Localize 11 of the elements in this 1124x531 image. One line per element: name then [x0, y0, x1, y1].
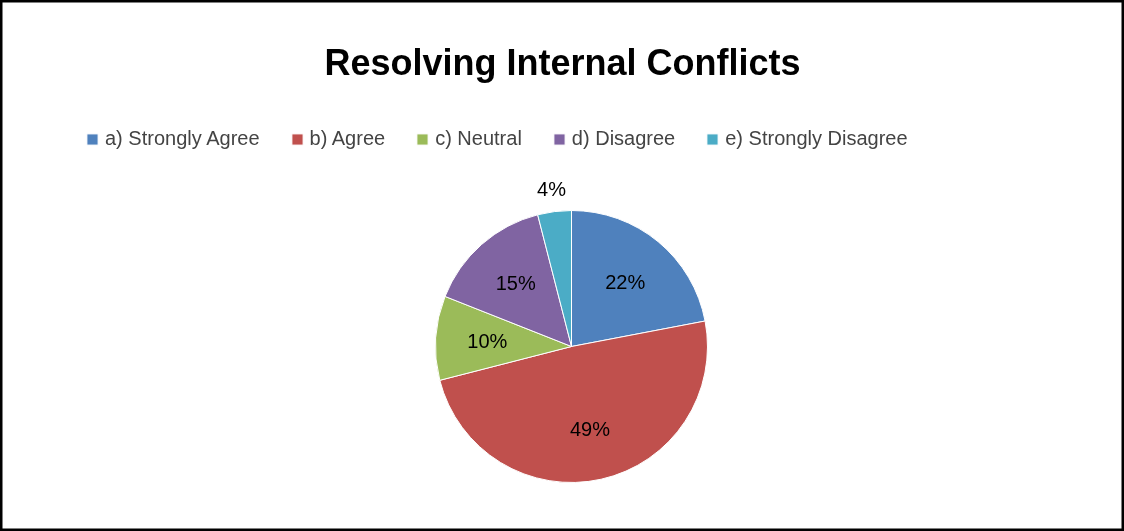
chart-title: Resolving Internal Conflicts	[324, 42, 801, 83]
legend-label: e) Strongly Disagree	[725, 127, 908, 150]
legend-label: b) Agree	[309, 127, 386, 150]
data-label: 4%	[537, 177, 567, 200]
data-label: 22%	[605, 270, 646, 293]
data-label: 49%	[569, 417, 611, 440]
legend-label: d) Disagree	[571, 127, 676, 150]
data-label: 10%	[467, 330, 508, 353]
legend-label: c) Neutral	[435, 127, 522, 150]
data-label: 15%	[495, 272, 536, 295]
legend-label: a) Strongly Agree	[105, 127, 260, 150]
